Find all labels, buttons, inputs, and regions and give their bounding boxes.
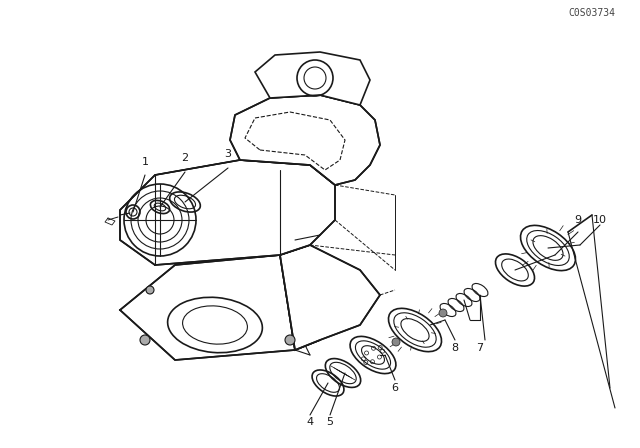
Text: 10: 10 (593, 215, 607, 225)
Polygon shape (280, 245, 320, 350)
Text: C0S03734: C0S03734 (568, 8, 615, 18)
Text: 3: 3 (225, 149, 232, 159)
Circle shape (285, 335, 295, 345)
Text: 4: 4 (307, 417, 314, 427)
Text: 5: 5 (326, 417, 333, 427)
Text: 6: 6 (392, 383, 399, 393)
Text: 1: 1 (141, 157, 148, 167)
Circle shape (140, 335, 150, 345)
Polygon shape (230, 95, 380, 185)
Circle shape (146, 286, 154, 294)
Polygon shape (255, 52, 370, 105)
Circle shape (439, 309, 447, 317)
Circle shape (392, 338, 400, 346)
Polygon shape (280, 245, 380, 350)
Text: 7: 7 (476, 343, 484, 353)
Polygon shape (120, 160, 335, 265)
Text: 9: 9 (575, 215, 582, 225)
Text: 8: 8 (451, 343, 459, 353)
Polygon shape (120, 255, 320, 360)
Text: 2: 2 (181, 153, 189, 163)
